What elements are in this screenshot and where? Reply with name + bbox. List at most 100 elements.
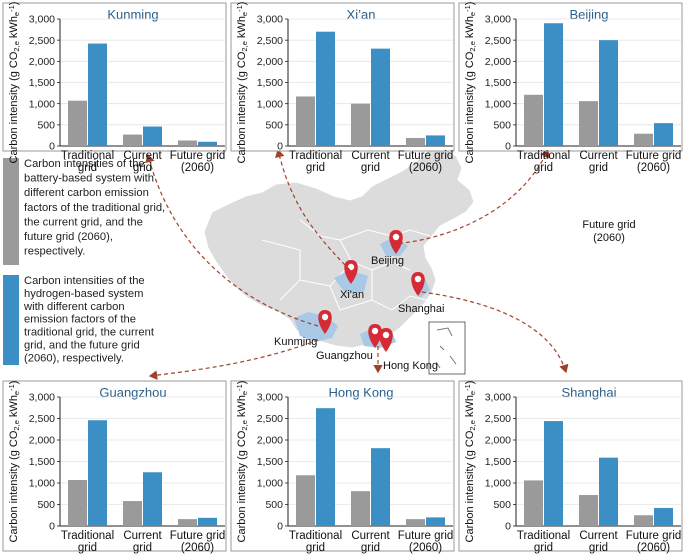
chart-panel: Hong Kong 0 500 1,000 1,500 2,000 2,500 3,000 Ca…: [230, 380, 455, 554]
y-axis-label-part: e: [468, 12, 477, 16]
chart-title: Shanghai: [562, 385, 617, 400]
y-tick-label: 0: [49, 521, 55, 533]
category-label-line2: grid: [534, 162, 553, 174]
y-axis-label-part: e: [240, 391, 249, 395]
y-axis-label-part: -1: [7, 5, 16, 12]
legend-line: (2060), respectively.: [24, 352, 124, 364]
y-tick-label: 2,000: [485, 435, 511, 447]
y-tick-label: 2,500: [485, 35, 511, 47]
y-axis-label-part: -1: [7, 384, 16, 391]
y-axis-label-part: -1: [235, 5, 244, 12]
y-tick-label: 3,000: [29, 14, 55, 26]
y-tick-label: 1,000: [29, 98, 55, 110]
chart-title: Guangzhou: [99, 385, 166, 400]
y-axis-label-part: Carbon intensity (g CO: [8, 51, 20, 163]
chart-title: Xi’an: [347, 7, 376, 22]
y-tick-label: 1,000: [29, 478, 55, 490]
bar-battery: [296, 96, 315, 146]
y-axis-label-part: Carbon intensity (g CO: [464, 430, 476, 542]
y-axis-label: Carbon intensity (g CO2,e kWhe-1): [7, 381, 21, 543]
legend-line: hydrogen-based system: [24, 288, 143, 300]
category-label-line2: (2060): [409, 542, 442, 554]
bar-battery: [351, 103, 370, 146]
bar-battery: [68, 100, 87, 146]
y-axis-label-part: kWh: [8, 395, 20, 420]
arrow-xian: [275, 148, 351, 271]
category-label-line1: Current: [579, 150, 618, 162]
bar-hydrogen: [426, 135, 445, 146]
y-tick-label: 2,000: [257, 435, 283, 447]
bar-battery: [178, 140, 197, 146]
bar-hydrogen: [371, 48, 390, 147]
y-axis-label: Carbon intensity (g CO2,e kWhe-1): [463, 2, 477, 164]
chart-title: Hong Kong: [328, 385, 393, 400]
legend-line: factors of the traditional grid,: [24, 202, 165, 214]
china-map: [203, 147, 475, 375]
y-tick-label: 0: [49, 141, 55, 153]
y-axis-label-part: 2,e: [468, 41, 477, 51]
y-tick-label: 1,000: [257, 478, 283, 490]
bar-battery: [178, 519, 197, 526]
bar-battery: [579, 495, 598, 526]
bar-battery: [406, 519, 425, 526]
bar-hydrogen: [88, 43, 107, 147]
bar-hydrogen: [654, 123, 673, 146]
legend-swatch-hydrogen: [3, 275, 19, 365]
y-tick-label: 2,000: [29, 435, 55, 447]
bar-battery: [634, 515, 653, 526]
category-label-line2: grid: [133, 162, 152, 174]
y-tick-label: 2,500: [257, 35, 283, 47]
chart-title: Kunming: [107, 7, 158, 22]
legend-line: future grid (2060),: [24, 231, 113, 243]
bar-battery: [351, 491, 370, 526]
category-label-line2: (2060): [181, 162, 214, 174]
y-axis-label-part: kWh: [464, 16, 476, 41]
map-label-beijing: Beijing: [371, 255, 404, 267]
y-tick-label: 1,500: [485, 77, 511, 89]
y-axis-label-part: kWh: [464, 395, 476, 420]
location-pin-icon: [411, 272, 425, 296]
panel-frame: [458, 2, 683, 152]
y-tick-label: 0: [277, 521, 283, 533]
category-label-line1: Traditional: [289, 150, 342, 162]
bar-hydrogen: [88, 420, 107, 526]
bar-hydrogen: [316, 31, 335, 147]
y-tick-label: 2,500: [257, 413, 283, 425]
y-axis-label-part: -1: [235, 384, 244, 391]
y-tick-label: 1,500: [29, 456, 55, 468]
y-tick-label: 500: [37, 499, 55, 511]
category-label-line1: Current: [123, 150, 162, 162]
future-grid-note-line1: Future grid: [582, 219, 635, 231]
chart-panel: Shanghai 0 500 1,000 1,500 2,000 2,500 3,000 Car…: [458, 380, 683, 554]
y-tick-label: 2,000: [257, 56, 283, 68]
map-label-xian: Xi'an: [340, 289, 364, 301]
arrow-shanghai: [421, 291, 569, 374]
category-label-line2: (2060): [637, 542, 670, 554]
legend-line: grid, and the future grid: [24, 340, 140, 352]
y-axis-label: Carbon intensity (g CO2,e kWhe-1): [235, 2, 249, 164]
arrow-beijing: [391, 148, 550, 245]
china-outline: [203, 147, 475, 349]
chart-panel: Beijing 0 500 1,000 1,500 2,000 2,500 3,000 Carb…: [458, 2, 683, 174]
inset-islands: [435, 327, 457, 369]
bar-hydrogen: [544, 23, 563, 146]
legend-line: emission factors of the: [24, 314, 136, 326]
y-axis-label-part: kWh: [236, 16, 248, 41]
category-label-line2: grid: [78, 542, 97, 554]
y-tick-label: 1,000: [485, 478, 511, 490]
future-grid-note: Future grid (2060): [582, 219, 635, 244]
y-axis-label-part: kWh: [236, 395, 248, 420]
category-label-line2: grid: [589, 162, 608, 174]
y-axis-label: Carbon intensity (g CO2,e kWhe-1): [235, 381, 249, 543]
category-label-line2: grid: [361, 162, 380, 174]
y-axis-label-part: ): [236, 2, 248, 6]
y-axis-label-part: Carbon intensity (g CO: [236, 51, 248, 163]
y-tick-label: 1,000: [485, 98, 511, 110]
y-tick-label: 500: [265, 119, 283, 131]
category-label-line2: (2060): [409, 162, 442, 174]
y-axis-label: Carbon intensity (g CO2,e kWhe-1): [7, 2, 21, 164]
bar-hydrogen: [426, 517, 445, 526]
y-axis-label-part: ): [8, 381, 20, 385]
bar-battery: [406, 137, 425, 146]
